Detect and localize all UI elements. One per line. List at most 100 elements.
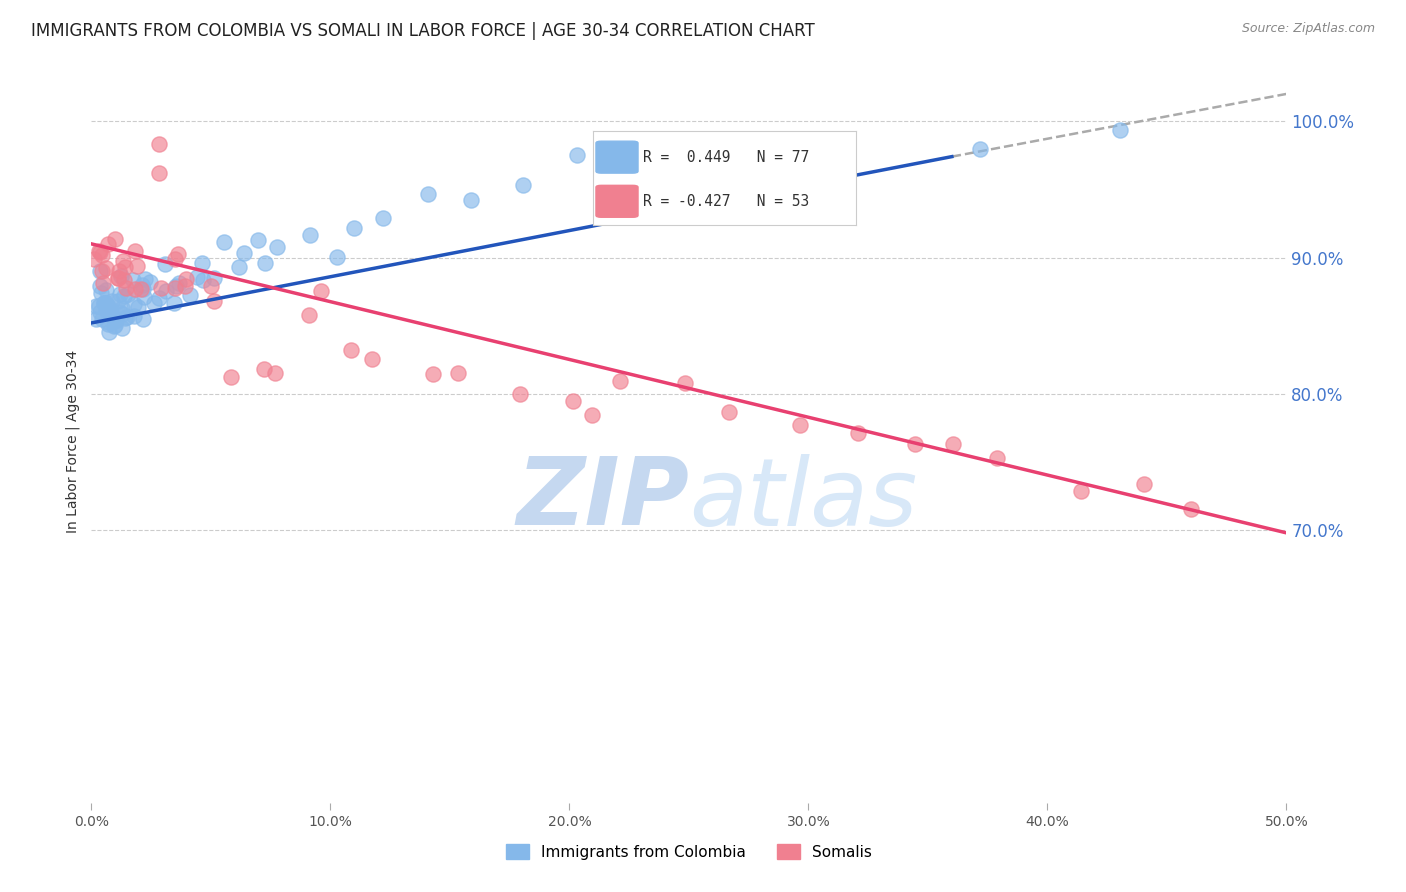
Point bbox=[84, 299, 107, 313]
Point bbox=[111, 253, 134, 268]
Point bbox=[127, 300, 149, 314]
Point bbox=[148, 291, 170, 305]
Point bbox=[97, 237, 120, 252]
Point bbox=[89, 264, 111, 278]
Point bbox=[846, 425, 869, 440]
Point bbox=[103, 318, 125, 333]
Point bbox=[186, 270, 208, 285]
Point bbox=[326, 250, 349, 264]
Point bbox=[174, 279, 197, 293]
Point bbox=[91, 264, 114, 278]
Point bbox=[174, 272, 197, 286]
Point bbox=[200, 279, 222, 293]
Point bbox=[246, 234, 269, 248]
Point bbox=[97, 315, 120, 329]
Point bbox=[343, 221, 366, 235]
Text: ZIP: ZIP bbox=[516, 453, 689, 545]
Point bbox=[131, 277, 153, 292]
Point bbox=[1133, 477, 1156, 491]
Legend: Immigrants from Colombia, Somalis: Immigrants from Colombia, Somalis bbox=[499, 836, 879, 867]
Point bbox=[340, 343, 363, 357]
Point bbox=[228, 260, 250, 275]
Point bbox=[90, 285, 112, 300]
Point bbox=[115, 281, 138, 295]
Point bbox=[122, 273, 145, 287]
Point bbox=[107, 270, 129, 285]
Point bbox=[148, 166, 170, 180]
Point bbox=[122, 297, 145, 311]
Point bbox=[93, 295, 115, 310]
Point bbox=[904, 437, 927, 451]
Point bbox=[122, 310, 145, 324]
Point bbox=[165, 281, 187, 295]
Point bbox=[512, 178, 534, 192]
Point bbox=[104, 311, 127, 326]
Point bbox=[150, 281, 173, 295]
Point bbox=[193, 273, 215, 287]
Point bbox=[219, 369, 242, 384]
Point bbox=[94, 296, 117, 310]
Point bbox=[93, 296, 115, 310]
Point bbox=[233, 245, 256, 260]
Point bbox=[422, 368, 444, 382]
Text: Source: ZipAtlas.com: Source: ZipAtlas.com bbox=[1241, 22, 1375, 36]
Point bbox=[124, 283, 146, 297]
Point bbox=[562, 394, 585, 409]
Point bbox=[166, 247, 188, 261]
Point bbox=[112, 289, 135, 303]
Point bbox=[111, 307, 134, 321]
Point bbox=[942, 437, 965, 451]
Point bbox=[115, 310, 138, 324]
Y-axis label: In Labor Force | Age 30-34: In Labor Force | Age 30-34 bbox=[66, 350, 80, 533]
Point bbox=[309, 284, 332, 298]
Point bbox=[832, 140, 855, 154]
Point bbox=[97, 325, 120, 339]
Point bbox=[1070, 484, 1092, 499]
Point bbox=[266, 240, 288, 254]
Point bbox=[447, 366, 470, 380]
Point bbox=[114, 311, 136, 326]
Point bbox=[104, 314, 127, 328]
Point bbox=[202, 293, 225, 308]
Point bbox=[89, 279, 111, 293]
Point bbox=[1108, 122, 1130, 136]
Point bbox=[132, 282, 155, 296]
Point bbox=[371, 211, 394, 225]
Point bbox=[167, 277, 190, 291]
Point bbox=[97, 317, 120, 331]
Point bbox=[114, 260, 136, 275]
Point bbox=[111, 301, 134, 316]
Point bbox=[94, 303, 117, 318]
Point bbox=[416, 187, 439, 202]
Point bbox=[97, 299, 120, 313]
Point bbox=[298, 308, 321, 322]
Point bbox=[142, 295, 165, 310]
Text: IMMIGRANTS FROM COLOMBIA VS SOMALI IN LABOR FORCE | AGE 30-34 CORRELATION CHART: IMMIGRANTS FROM COLOMBIA VS SOMALI IN LA… bbox=[31, 22, 814, 40]
Point bbox=[129, 282, 152, 296]
Point bbox=[132, 312, 155, 326]
Point bbox=[163, 296, 186, 310]
Point bbox=[94, 261, 117, 276]
Point bbox=[101, 294, 124, 309]
Point bbox=[581, 408, 603, 422]
Point bbox=[460, 193, 482, 207]
Point bbox=[153, 257, 176, 271]
Point bbox=[253, 361, 276, 376]
Text: atlas: atlas bbox=[689, 454, 917, 545]
Point bbox=[263, 366, 285, 380]
Point bbox=[756, 151, 779, 165]
Point bbox=[108, 287, 131, 301]
Point bbox=[254, 256, 277, 270]
Point bbox=[87, 244, 110, 259]
Point bbox=[98, 303, 121, 318]
Point bbox=[125, 259, 148, 273]
Point bbox=[124, 244, 146, 258]
Point bbox=[108, 264, 131, 278]
Point bbox=[191, 256, 214, 270]
Point bbox=[565, 148, 588, 162]
Point bbox=[179, 288, 201, 302]
Point bbox=[202, 271, 225, 285]
Point bbox=[108, 304, 131, 318]
Point bbox=[103, 318, 125, 332]
Point bbox=[89, 245, 111, 260]
